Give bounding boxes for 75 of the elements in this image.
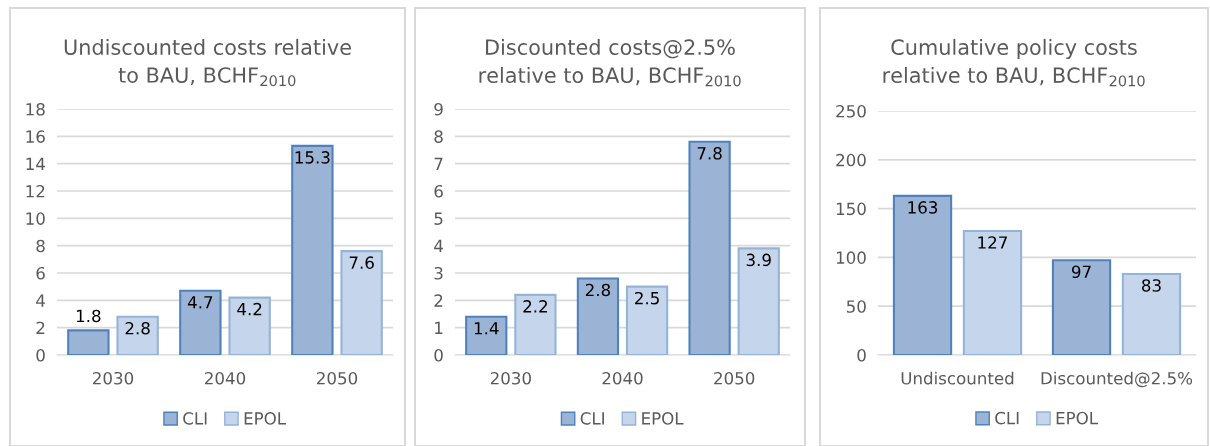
data-label: 4.7 [187, 296, 213, 309]
bar [892, 194, 953, 355]
data-label: 15.3 [295, 151, 330, 164]
legend-label: CLI [183, 412, 207, 425]
y-tick-label: 9 [434, 102, 443, 116]
data-label: 2.8 [585, 283, 611, 297]
bar [179, 289, 222, 355]
x-tick-label: 2050 [714, 371, 755, 385]
legend-label: EPOL [1056, 411, 1098, 425]
data-label: 163 [908, 201, 938, 214]
y-tick-label: 0 [36, 348, 45, 362]
chart-title: Undiscounted costs relative to BAU, BCHF$_{2010}$ [64, 38, 351, 87]
x-tick-label: 2030 [93, 371, 134, 385]
x-tick-label: 2050 [317, 371, 358, 385]
bar [228, 296, 271, 355]
data-label: 1.4 [474, 322, 499, 335]
x-tick-label: Undiscounted [901, 371, 1014, 385]
data-label: 2.5 [635, 291, 659, 305]
data-label: 7.6 [349, 256, 374, 269]
bar [576, 277, 620, 355]
bar [1121, 272, 1182, 355]
x-tick-label: Discounted@2.5% [1041, 371, 1193, 388]
data-label: 7.8 [697, 147, 722, 160]
bar [737, 247, 780, 355]
x-tick-label: 2030 [490, 371, 531, 385]
y-tick-label: 3 [434, 266, 443, 280]
chart-title: Discounted costs@2.5% relative to BAU, BCHF$_{2010}$ [479, 38, 741, 87]
bar [688, 140, 731, 355]
legend-label: CLI [995, 411, 1019, 425]
y-tick-label: 200 [836, 153, 866, 167]
legend-label: CLI [580, 412, 604, 425]
y-tick-label: 0 [857, 348, 866, 362]
x-tick-label: 2040 [205, 371, 246, 385]
y-tick-label: 2 [434, 294, 443, 307]
data-label: 2.8 [125, 321, 150, 335]
bar [116, 315, 159, 355]
y-tick-label: 8 [36, 239, 45, 253]
y-tick-label: 2 [36, 321, 45, 334]
y-tick-label: 8 [434, 130, 443, 143]
legend-label: EPOL [244, 412, 286, 425]
y-tick-label: 150 [836, 202, 866, 216]
bar [514, 293, 557, 355]
data-label: 4.2 [237, 302, 262, 316]
y-tick-label: 16 [26, 130, 45, 143]
y-tick-label: 4 [434, 239, 443, 252]
y-tick-label: 0 [434, 348, 443, 362]
y-tick-label: 6 [434, 184, 443, 198]
bar [465, 315, 508, 355]
y-tick-label: 14 [26, 157, 45, 170]
legend-label: EPOL [642, 412, 684, 425]
y-tick-label: 18 [26, 102, 45, 116]
bar [67, 329, 110, 355]
y-tick-label: 100 [836, 251, 866, 264]
y-tick-label: 50 [846, 300, 866, 313]
y-tick-label: 4 [36, 294, 45, 307]
bar [962, 230, 1023, 355]
data-label: 97 [1071, 265, 1091, 279]
x-tick-label: 2040 [602, 371, 643, 385]
data-label: 2.2 [523, 300, 547, 313]
y-tick-label: 1 [435, 321, 443, 334]
bar [1051, 259, 1112, 355]
y-tick-label: 7 [434, 157, 443, 170]
y-tick-label: 12 [26, 184, 45, 198]
y-tick-label: 250 [836, 104, 866, 118]
data-label: 83 [1142, 279, 1161, 292]
y-tick-label: 5 [434, 212, 443, 225]
chart-title: Cumulative policy costs relative to BAU, BCHF$_{2010}$ [883, 38, 1145, 87]
bar [625, 285, 669, 355]
bar [291, 144, 334, 355]
y-tick-label: 10 [26, 212, 45, 225]
bar [340, 250, 383, 355]
data-label: 3.9 [746, 253, 771, 267]
y-tick-label: 6 [36, 266, 45, 280]
data-label: 1.8 [76, 309, 101, 323]
data-label: 127 [978, 236, 1007, 249]
